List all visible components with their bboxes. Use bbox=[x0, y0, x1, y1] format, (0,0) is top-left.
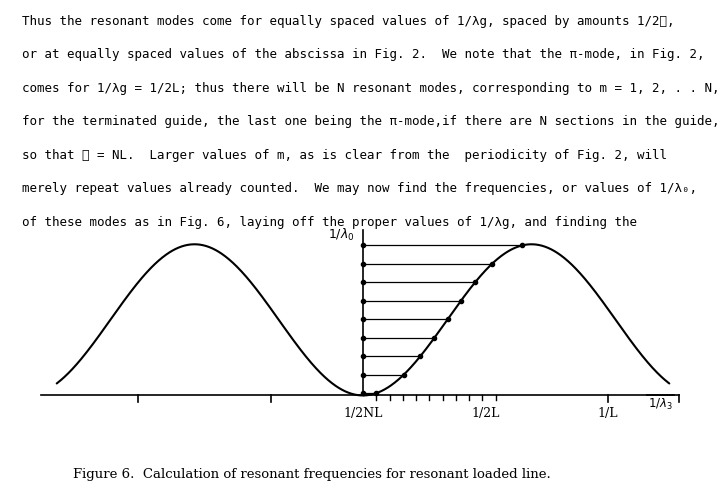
Text: so that ℓ = NL.  Larger values of m, as is clear from the  periodicity of Fig. 2: so that ℓ = NL. Larger values of m, as i… bbox=[22, 149, 666, 162]
Text: 1/2NL: 1/2NL bbox=[343, 407, 383, 420]
Text: Figure 6.  Calculation of resonant frequencies for resonant loaded line.: Figure 6. Calculation of resonant freque… bbox=[73, 468, 550, 481]
Text: 1/L: 1/L bbox=[597, 407, 619, 420]
Text: $1/\lambda_3$: $1/\lambda_3$ bbox=[648, 397, 673, 412]
Text: Thus the resonant modes come for equally spaced values of 1/λg, spaced by amount: Thus the resonant modes come for equally… bbox=[22, 15, 674, 28]
Text: of these modes as in Fig. 6, laying off the proper values of 1/λg, and finding t: of these modes as in Fig. 6, laying off … bbox=[22, 216, 637, 229]
Text: merely repeat values already counted.  We may now find the frequencies, or value: merely repeat values already counted. We… bbox=[22, 182, 697, 195]
Text: 1/2L: 1/2L bbox=[471, 407, 499, 420]
Text: for the terminated guide, the last one being the π-mode,if there are N sections : for the terminated guide, the last one b… bbox=[22, 115, 719, 128]
Text: comes for 1/λg = 1/2L; thus there will be N resonant modes, corresponding to m =: comes for 1/λg = 1/2L; thus there will b… bbox=[22, 82, 719, 95]
Text: or at equally spaced values of the abscissa in Fig. 2.  We note that the π-mode,: or at equally spaced values of the absci… bbox=[22, 48, 704, 61]
Text: $1/\lambda_0$: $1/\lambda_0$ bbox=[328, 227, 355, 243]
